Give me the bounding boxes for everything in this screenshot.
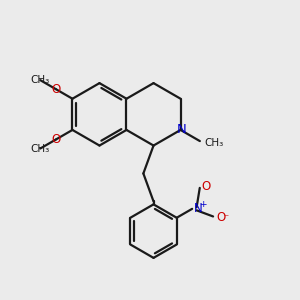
- Text: ⁻: ⁻: [223, 213, 228, 223]
- Text: N: N: [177, 123, 187, 136]
- Text: O: O: [201, 180, 211, 193]
- Text: O: O: [216, 212, 225, 224]
- Text: O: O: [51, 133, 60, 146]
- Text: CH₃: CH₃: [204, 138, 224, 148]
- Text: N: N: [194, 202, 202, 215]
- Text: CH₃: CH₃: [31, 143, 50, 154]
- Text: O: O: [51, 82, 60, 96]
- Text: CH₃: CH₃: [31, 75, 50, 85]
- Text: +: +: [200, 200, 207, 209]
